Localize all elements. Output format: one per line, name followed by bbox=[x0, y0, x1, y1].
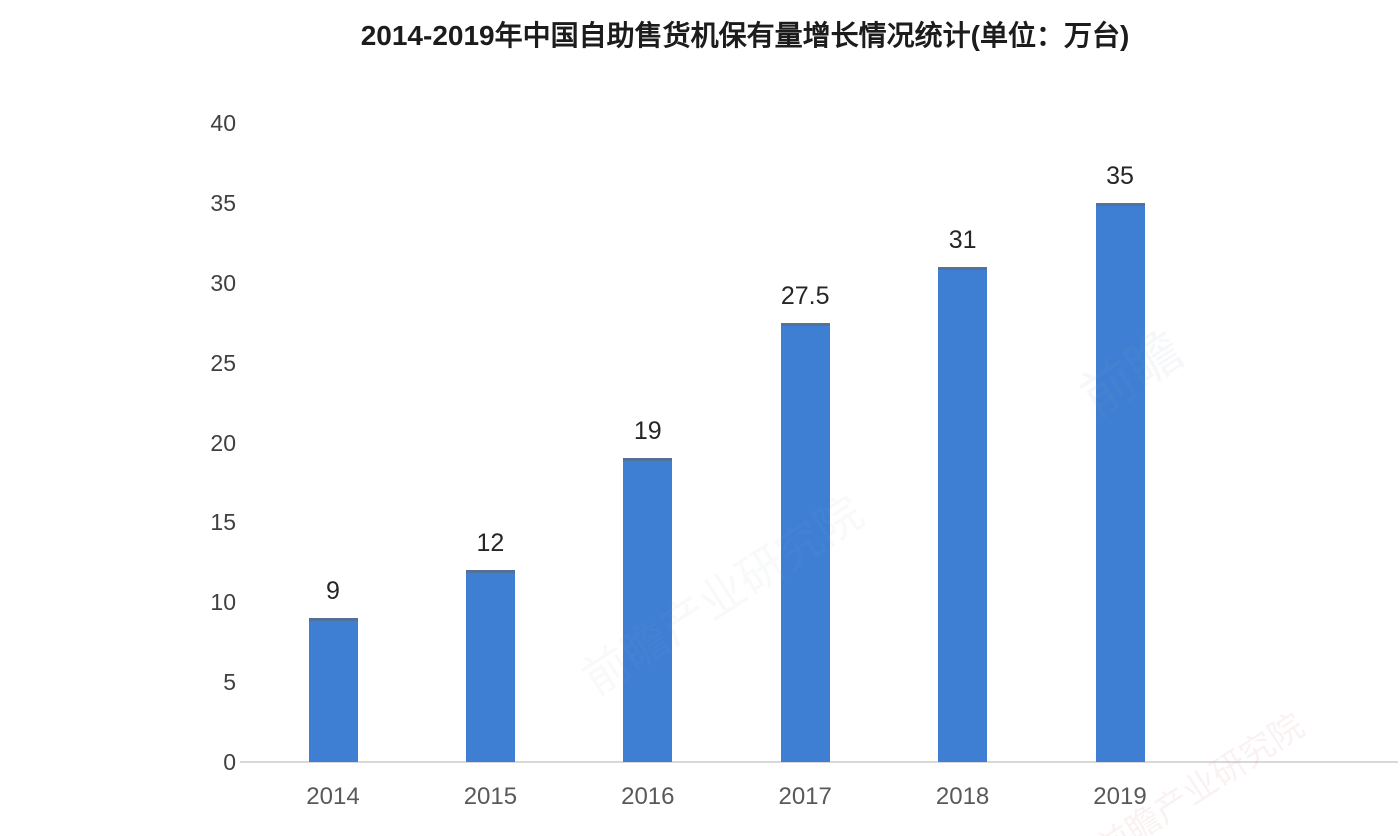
x-axis-tick-label: 2018 bbox=[935, 783, 990, 810]
bar-value-label: 35 bbox=[1106, 161, 1134, 190]
x-axis-tick-label: 2019 bbox=[1093, 783, 1147, 810]
bar-value-label: 31 bbox=[948, 225, 977, 254]
x-axis-tick-label: 2014 bbox=[306, 783, 360, 810]
bar-2018 bbox=[938, 266, 988, 762]
x-axis-tick-label: 2015 bbox=[463, 783, 518, 810]
bar-value-label: 19 bbox=[633, 417, 662, 446]
y-axis-tick-label: 20 bbox=[210, 429, 236, 456]
y-axis-tick-label: 30 bbox=[210, 269, 236, 296]
x-axis-line bbox=[240, 761, 1398, 763]
bar-2017 bbox=[780, 322, 830, 762]
bar-2015 bbox=[465, 570, 515, 762]
bar-value-label: 27.5 bbox=[780, 281, 830, 310]
y-axis-tick-label: 10 bbox=[210, 589, 236, 616]
bar-2016 bbox=[623, 458, 673, 762]
x-axis-tick-label: 2017 bbox=[778, 783, 832, 810]
bar-value-label: 12 bbox=[476, 529, 505, 558]
y-axis-tick-label: 0 bbox=[223, 749, 236, 775]
chart-title: 2014-2019年中国自助售货机保有量增长情况统计(单位：万台) bbox=[360, 20, 1130, 51]
y-axis-tick-label: 40 bbox=[210, 110, 236, 136]
y-axis-tick-label: 25 bbox=[210, 349, 236, 376]
bar-2019 bbox=[1095, 202, 1145, 762]
x-axis-tick-label: 2016 bbox=[621, 783, 675, 810]
bar-value-label: 9 bbox=[326, 577, 340, 606]
y-axis-tick-label: 15 bbox=[210, 509, 236, 536]
y-axis-tick-label: 35 bbox=[210, 189, 236, 216]
y-axis-tick-label: 5 bbox=[223, 669, 236, 696]
bar-2014 bbox=[308, 618, 358, 762]
